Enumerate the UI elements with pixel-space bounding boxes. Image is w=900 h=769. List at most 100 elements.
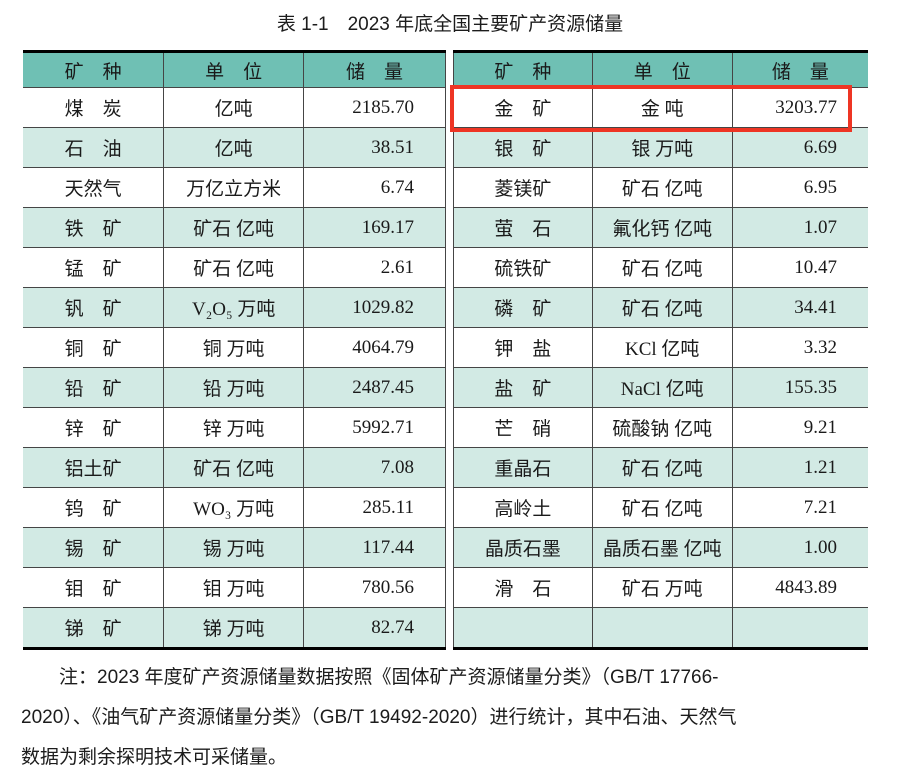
- cell-mineral: 高岭土: [453, 487, 593, 528]
- table-row: 钾 盐 KCl 亿吨 3.32: [453, 327, 868, 368]
- table-row: 晶质石墨 晶质石墨 亿吨 1.00: [453, 527, 868, 568]
- cell-unit: 锡 万吨: [163, 527, 305, 568]
- cell-reserves: 2487.45: [303, 367, 446, 408]
- cell-unit: NaCl 亿吨: [591, 367, 733, 408]
- cell-unit: 矿石 亿吨: [163, 247, 305, 288]
- cell-reserves: 3203.77: [731, 87, 868, 128]
- cell-mineral: 天然气: [23, 167, 165, 208]
- cell-unit: 矿石 亿吨: [591, 447, 733, 488]
- cell-reserves: 1.00: [731, 527, 868, 568]
- cell-mineral: 铅 矿: [23, 367, 165, 408]
- table-row: 硫铁矿 矿石 亿吨 10.47: [453, 247, 868, 288]
- table-row: 铝土矿 矿石 亿吨 7.08: [23, 447, 446, 488]
- cell-unit: 矿石 亿吨: [591, 487, 733, 528]
- cell-reserves: 4843.89: [731, 567, 868, 608]
- cell-mineral: 钨 矿: [23, 487, 165, 528]
- table-row: 钨 矿 WO₃ 万吨 285.11: [23, 487, 446, 528]
- cell-unit: 铅 万吨: [163, 367, 305, 408]
- cell-mineral: 锑 矿: [23, 607, 165, 649]
- cell-reserves: 7.08: [303, 447, 446, 488]
- column-header-unit: 单 位: [591, 51, 733, 88]
- cell-reserves: 117.44: [303, 527, 446, 568]
- cell-mineral: 萤 石: [453, 207, 593, 248]
- cell-reserves: 2185.70: [303, 87, 446, 128]
- cell-unit: 矿石 亿吨: [163, 447, 305, 488]
- column-header-unit: 单 位: [163, 51, 305, 88]
- cell-reserves: 1.21: [731, 447, 868, 488]
- footnote-line: 2020）、《油气矿产资源储量分类》（GB/T 19492-2020）进行统计，…: [21, 707, 737, 728]
- cell-unit: 硫酸钠 亿吨: [591, 407, 733, 448]
- table-row: 芒 硝硫酸钠 亿吨 9.21: [453, 407, 868, 448]
- cell-mineral: 金 矿: [453, 87, 593, 128]
- cell-reserves: 38.51: [303, 127, 446, 168]
- cell-unit: 铜 万吨: [163, 327, 305, 368]
- cell-unit: 矿石 亿吨: [591, 167, 733, 208]
- table-row: 天然气 万亿立方米 6.74: [23, 167, 446, 208]
- cell-reserves: 6.95: [731, 167, 868, 208]
- cell-unit: [591, 607, 733, 649]
- cell-mineral: 铝土矿: [23, 447, 165, 488]
- cell-unit: 银 万吨: [591, 127, 733, 168]
- cell-mineral: [453, 607, 593, 649]
- cell-reserves: 3.32: [731, 327, 868, 368]
- cell-mineral: 铁 矿: [23, 207, 165, 248]
- cell-unit: KCl 亿吨: [591, 327, 733, 368]
- table-row: 钼 矿钼 万吨 780.56: [23, 567, 446, 608]
- cell-mineral: 钼 矿: [23, 567, 165, 608]
- cell-reserves: 9.21: [731, 407, 868, 448]
- cell-reserves: 169.17: [303, 207, 446, 248]
- header-row: 矿 种 单 位 储 量: [23, 51, 446, 88]
- cell-reserves: 5992.71: [303, 407, 446, 448]
- reserves-table-right: 矿 种 单 位 储 量 金 矿金 吨 3203.77 银 矿银 万吨 6.69 菱镁矿矿…: [453, 50, 868, 650]
- cell-reserves: 1029.82: [303, 287, 446, 328]
- footnote-line: 数据为剩余探明技术可采储量。: [21, 747, 288, 768]
- cell-unit: 晶质石墨 亿吨: [591, 527, 733, 568]
- cell-unit: 金 吨: [591, 87, 733, 128]
- cell-unit: WO₃ 万吨: [163, 487, 305, 528]
- column-header-mineral: 矿 种: [23, 51, 165, 88]
- table-row: 磷 矿矿石 亿吨 34.41: [453, 287, 868, 328]
- cell-reserves: 155.35: [731, 367, 868, 408]
- cell-reserves: 6.74: [303, 167, 446, 208]
- cell-mineral: 锌 矿: [23, 407, 165, 448]
- cell-reserves: 7.21: [731, 487, 868, 528]
- cell-unit: 锑 万吨: [163, 607, 305, 649]
- table-row: 锡 矿锡 万吨 117.44: [23, 527, 446, 568]
- cell-reserves: 285.11: [303, 487, 446, 528]
- cell-unit: 矿石 万吨: [591, 567, 733, 608]
- table-row: 铁 矿矿石 亿吨 169.17: [23, 207, 446, 248]
- cell-reserves: 34.41: [731, 287, 868, 328]
- cell-mineral: 锰 矿: [23, 247, 165, 288]
- cell-mineral: 滑 石: [453, 567, 593, 608]
- table-row: 萤 石氟化钙 亿吨 1.07: [453, 207, 868, 248]
- table-row: 石 油亿吨 38.51: [23, 127, 446, 168]
- cell-unit: 矿石 亿吨: [591, 247, 733, 288]
- table-row: 钒 矿 V₂O₅ 万吨 1029.82: [23, 287, 446, 328]
- table-row: 锰 矿矿石 亿吨 2.61: [23, 247, 446, 288]
- column-header-reserves: 储 量: [731, 51, 868, 88]
- cell-mineral: 硫铁矿: [453, 247, 593, 288]
- footnote-line: 注：2023 年度矿产资源储量数据按照《固体矿产资源储量分类》（GB/T 177…: [59, 667, 719, 688]
- column-header-reserves: 储 量: [303, 51, 446, 88]
- cell-reserves: 4064.79: [303, 327, 446, 368]
- cell-mineral: 磷 矿: [453, 287, 593, 328]
- table-row: 煤 炭亿吨 2185.70: [23, 87, 446, 128]
- cell-reserves: 2.61: [303, 247, 446, 288]
- column-header-mineral: 矿 种: [453, 51, 593, 88]
- table-row: 菱镁矿 矿石 亿吨 6.95: [453, 167, 868, 208]
- cell-mineral: 菱镁矿: [453, 167, 593, 208]
- cell-mineral: 锡 矿: [23, 527, 165, 568]
- cell-unit: 万亿立方米: [163, 167, 305, 208]
- table-row: 银 矿银 万吨 6.69: [453, 127, 868, 168]
- table-row: 铜 矿铜 万吨 4064.79: [23, 327, 446, 368]
- table-row: 重晶石 矿石 亿吨 1.21: [453, 447, 868, 488]
- cell-mineral: 煤 炭: [23, 87, 165, 128]
- table-row: 盐 矿 NaCl 亿吨 155.35: [453, 367, 868, 408]
- cell-mineral: 银 矿: [453, 127, 593, 168]
- table-row: 滑 石矿石 万吨 4843.89: [453, 567, 868, 608]
- cell-mineral: 芒 硝: [453, 407, 593, 448]
- cell-unit: 矿石 亿吨: [591, 287, 733, 328]
- cell-mineral: 钒 矿: [23, 287, 165, 328]
- table-row: [453, 607, 868, 649]
- cell-mineral: 晶质石墨: [453, 527, 593, 568]
